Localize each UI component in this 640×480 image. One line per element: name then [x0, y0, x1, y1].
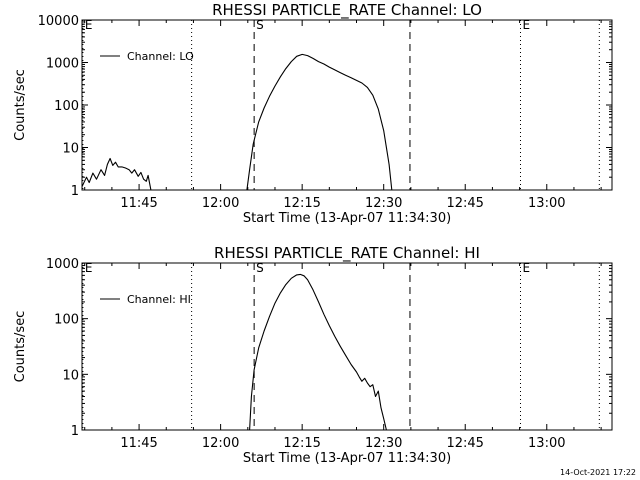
x-tick-label: 12:30 — [365, 196, 402, 211]
y-tick-label: 100 — [54, 313, 79, 328]
time-marker-label: S — [256, 261, 264, 275]
x-tick-label: 11:45 — [120, 436, 157, 451]
plot-frame — [81, 262, 613, 431]
x-tick-label: 13:00 — [528, 436, 565, 451]
y-tick-label: 1 — [71, 184, 79, 199]
time-marker-label: E — [522, 18, 530, 32]
x-tick-label: 12:00 — [202, 196, 239, 211]
x-axis-label: Start Time (13-Apr-07 11:34:30) — [243, 211, 451, 226]
x-tick-label: 12:15 — [283, 196, 320, 211]
x-tick-label: 11:45 — [120, 196, 157, 211]
chart-title: RHESSI PARTICLE_RATE Channel: LO — [212, 1, 482, 20]
y-tick-label: 10000 — [38, 14, 79, 29]
y-axis-label: Counts/sec — [13, 311, 28, 383]
time-marker-label: S — [256, 18, 264, 32]
y-tick-label: 1000 — [46, 57, 79, 72]
x-tick-label: 12:45 — [446, 196, 483, 211]
x-tick-label: 12:00 — [202, 436, 239, 451]
x-tick-label: 12:30 — [365, 436, 402, 451]
series-line — [249, 273, 387, 431]
y-tick-label: 1000 — [46, 257, 79, 272]
x-tick-label: 13:00 — [528, 196, 565, 211]
y-tick-label: 10 — [62, 368, 79, 383]
y-tick-label: 1 — [71, 424, 79, 439]
legend-label: Channel: HI — [127, 293, 191, 306]
y-tick-label: 100 — [54, 99, 79, 114]
x-axis-label: Start Time (13-Apr-07 11:34:30) — [243, 451, 451, 466]
legend-label: Channel: LO — [127, 50, 194, 63]
x-tick-label: 12:45 — [446, 436, 483, 451]
series-line — [246, 53, 393, 191]
chart-panel-1: RHESSI PARTICLE_RATE Channel: LO 11:45 12:… — [13, 1, 613, 226]
plot-frame — [81, 19, 613, 191]
x-tick-label: 12:15 — [283, 436, 320, 451]
chart-panel-2: RHESSI PARTICLE_RATE Channel: HI 11:45 12:… — [13, 244, 613, 466]
series-line — [81, 157, 152, 191]
chart-title: RHESSI PARTICLE_RATE Channel: HI — [214, 244, 480, 263]
time-marker-label: E — [85, 261, 93, 275]
plot-timestamp: 14-Oct-2021 17:22 — [560, 468, 636, 477]
y-axis-label: Counts/sec — [13, 69, 28, 141]
time-marker-label: E — [522, 261, 530, 275]
y-tick-label: 10 — [62, 142, 79, 157]
time-marker-label: E — [85, 18, 93, 32]
